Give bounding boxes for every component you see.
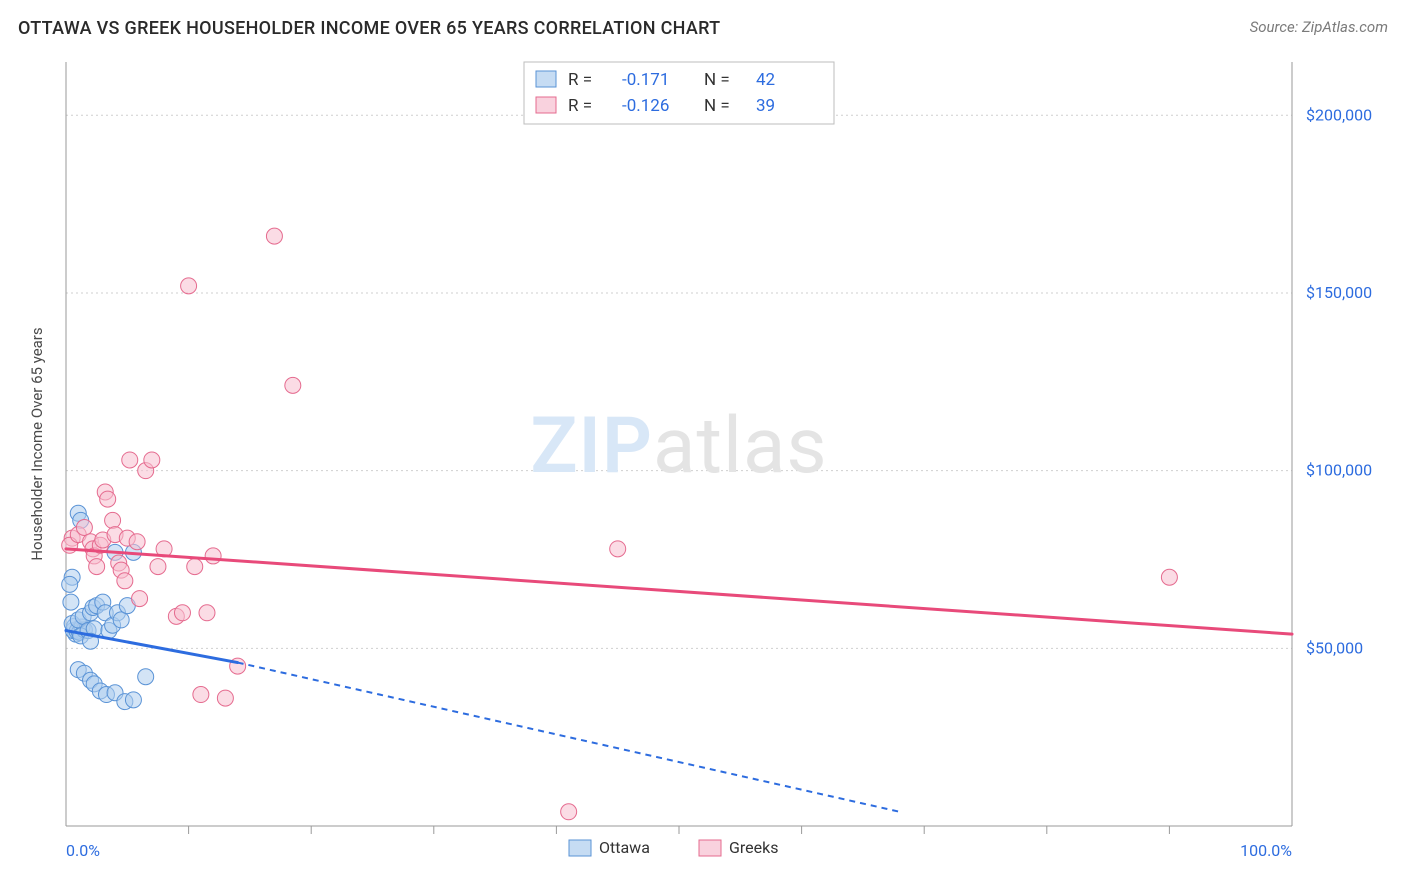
data-point: [129, 534, 145, 550]
svg-text:$200,000: $200,000: [1306, 105, 1372, 124]
chart-title: OTTAWA VS GREEK HOUSEHOLDER INCOME OVER …: [18, 18, 720, 39]
data-point: [193, 687, 209, 703]
data-point: [76, 520, 92, 536]
data-point: [100, 491, 116, 507]
data-point: [174, 605, 190, 621]
svg-text:R =: R =: [568, 96, 592, 116]
svg-text:$50,000: $50,000: [1306, 638, 1363, 657]
svg-text:Greeks: Greeks: [729, 838, 779, 857]
data-point: [105, 512, 121, 528]
data-point: [117, 573, 133, 589]
svg-text:Ottawa: Ottawa: [599, 838, 650, 857]
svg-text:$150,000: $150,000: [1306, 283, 1372, 302]
data-point: [217, 690, 233, 706]
data-point: [89, 559, 105, 575]
svg-text:-0.171: -0.171: [622, 70, 669, 90]
data-point: [199, 605, 215, 621]
svg-text:100.0%: 100.0%: [1240, 841, 1292, 860]
svg-text:R =: R =: [568, 70, 592, 90]
legend-swatch: [536, 97, 556, 113]
data-point: [113, 612, 129, 628]
source-attribution: Source: ZipAtlas.com: [1250, 18, 1388, 36]
data-point: [150, 559, 166, 575]
svg-text:39: 39: [756, 96, 775, 116]
svg-text:0.0%: 0.0%: [66, 841, 100, 860]
data-point: [561, 804, 577, 820]
trend-line-extrapolated: [238, 663, 900, 812]
svg-text:42: 42: [756, 70, 775, 90]
svg-text:Householder Income Over 65 yea: Householder Income Over 65 years: [28, 327, 46, 560]
data-point: [122, 452, 138, 468]
scatter-chart: $50,000 $100,000 $150,000 $200,000 ZIPatlas 0…: [18, 58, 1388, 882]
data-point: [610, 541, 626, 557]
trend-line: [66, 549, 1292, 634]
svg-text:N =: N =: [704, 96, 730, 116]
data-point: [285, 377, 301, 393]
data-point: [205, 548, 221, 564]
data-point: [132, 591, 148, 607]
svg-text:-0.126: -0.126: [622, 96, 669, 116]
data-point: [187, 559, 203, 575]
legend-swatch: [569, 840, 591, 856]
data-point: [266, 228, 282, 244]
svg-text:$100,000: $100,000: [1306, 461, 1372, 480]
svg-text:ZIPatlas: ZIPatlas: [530, 401, 827, 492]
data-point: [63, 594, 79, 610]
svg-text:N =: N =: [704, 70, 730, 90]
data-point: [181, 278, 197, 294]
data-point: [125, 692, 141, 708]
data-point: [138, 669, 154, 685]
data-point: [1161, 569, 1177, 585]
legend-swatch: [699, 840, 721, 856]
legend-swatch: [536, 71, 556, 87]
data-point: [144, 452, 160, 468]
data-point: [62, 576, 78, 592]
